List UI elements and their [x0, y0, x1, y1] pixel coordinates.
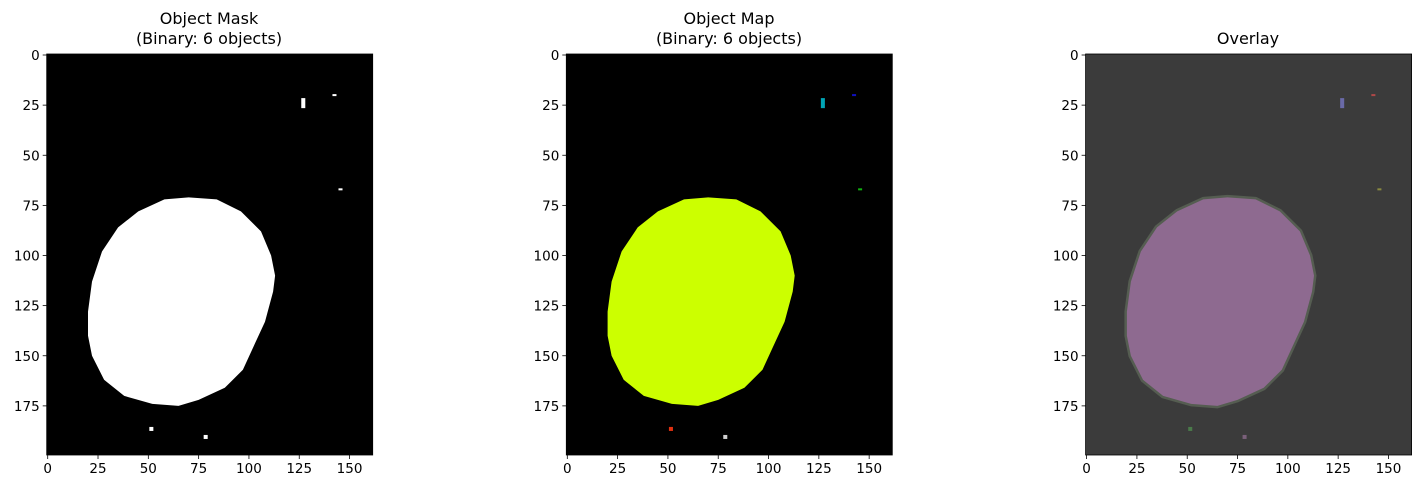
y-tick-label: 50 — [23, 148, 40, 164]
y-tick-label: 175 — [534, 399, 560, 415]
y-tick-label: 150 — [1053, 349, 1079, 365]
x-tick-label: 150 — [1376, 461, 1402, 477]
panel-object-mask: Object Mask (Binary: 6 objects) 0 25 50 75 1… — [14, 9, 374, 477]
panel-title-line1: Object Mask — [160, 9, 259, 28]
panel-title-line1: Overlay — [1217, 29, 1279, 48]
y-tick-label: 175 — [14, 399, 40, 415]
x-tick-label: 75 — [190, 461, 207, 477]
object-spot — [149, 426, 154, 431]
y-tick-label: 75 — [542, 198, 559, 214]
object-spot — [858, 188, 863, 191]
image-area — [1085, 54, 1412, 455]
object-blob — [607, 197, 795, 406]
x-tick-label: 100 — [1275, 461, 1301, 477]
object-spot — [723, 434, 728, 439]
y-tick-label: 0 — [551, 48, 560, 64]
panel-overlay: Overlay 0 25 50 75 100 125 150 0 25 50 75 100 125 150… — [1053, 29, 1412, 477]
object-spot — [820, 98, 825, 109]
object-spot — [1188, 426, 1193, 431]
y-tick-label: 50 — [542, 148, 559, 164]
x-tick-label: 50 — [140, 461, 157, 477]
y-tick-label: 100 — [534, 249, 560, 265]
y-tick-label: 0 — [31, 48, 40, 64]
image-area — [566, 54, 893, 455]
x-tick-label: 0 — [43, 461, 52, 477]
y-tick-label: 175 — [1053, 399, 1079, 415]
y-tick-label: 0 — [1070, 48, 1079, 64]
x-tick-label: 125 — [1325, 461, 1351, 477]
object-spot — [1371, 94, 1376, 97]
y-tick-label: 125 — [14, 299, 40, 315]
object-spot — [1242, 434, 1247, 439]
x-tick-label: 150 — [337, 461, 363, 477]
y-tick-label: 125 — [1053, 299, 1079, 315]
object-spot — [301, 98, 306, 109]
object-spot — [332, 94, 337, 97]
object-spot — [203, 434, 208, 439]
object-spot — [852, 94, 857, 97]
x-tick-label: 0 — [1082, 461, 1091, 477]
x-tick-label: 125 — [286, 461, 312, 477]
panel-title-line2: (Binary: 6 objects) — [656, 29, 802, 48]
object-blob — [88, 197, 276, 406]
x-tick-label: 100 — [236, 461, 262, 477]
axes-frame — [1085, 53, 1412, 456]
x-tick-label: 0 — [563, 461, 572, 477]
axes-frame — [565, 53, 893, 456]
x-tick-label: 75 — [710, 461, 727, 477]
axes-frame — [46, 53, 374, 456]
y-tick-label: 75 — [23, 198, 40, 214]
object-spot — [338, 188, 343, 191]
object-blob — [1126, 197, 1314, 406]
object-spot — [1340, 98, 1345, 109]
y-tick-label: 25 — [542, 98, 559, 114]
y-tick-label: 150 — [534, 349, 560, 365]
x-tick-label: 75 — [1229, 461, 1246, 477]
y-tick-label: 125 — [534, 299, 560, 315]
y-tick-label: 100 — [14, 249, 40, 265]
x-tick-label: 25 — [89, 461, 106, 477]
y-tick-label: 150 — [14, 349, 40, 365]
x-tick-label: 25 — [1128, 461, 1145, 477]
x-tick-label: 125 — [806, 461, 832, 477]
y-tick-label: 25 — [23, 98, 40, 114]
y-tick-label: 25 — [1061, 98, 1078, 114]
x-tick-label: 150 — [856, 461, 882, 477]
y-tick-label: 100 — [1053, 249, 1079, 265]
x-tick-label: 25 — [609, 461, 626, 477]
x-tick-label: 50 — [659, 461, 676, 477]
x-tick-label: 50 — [1179, 461, 1196, 477]
x-tick-label: 100 — [756, 461, 782, 477]
panel-object-map: Object Map (Binary: 6 objects) 0 25 50 75 10… — [534, 9, 893, 477]
object-spot — [668, 426, 673, 431]
object-spot — [1377, 188, 1382, 191]
panel-title-line1: Object Map — [684, 9, 775, 28]
y-tick-label: 75 — [1061, 198, 1078, 214]
y-tick-label: 50 — [1061, 148, 1078, 164]
image-area — [46, 54, 373, 455]
panel-title-line2: (Binary: 6 objects) — [136, 29, 282, 48]
